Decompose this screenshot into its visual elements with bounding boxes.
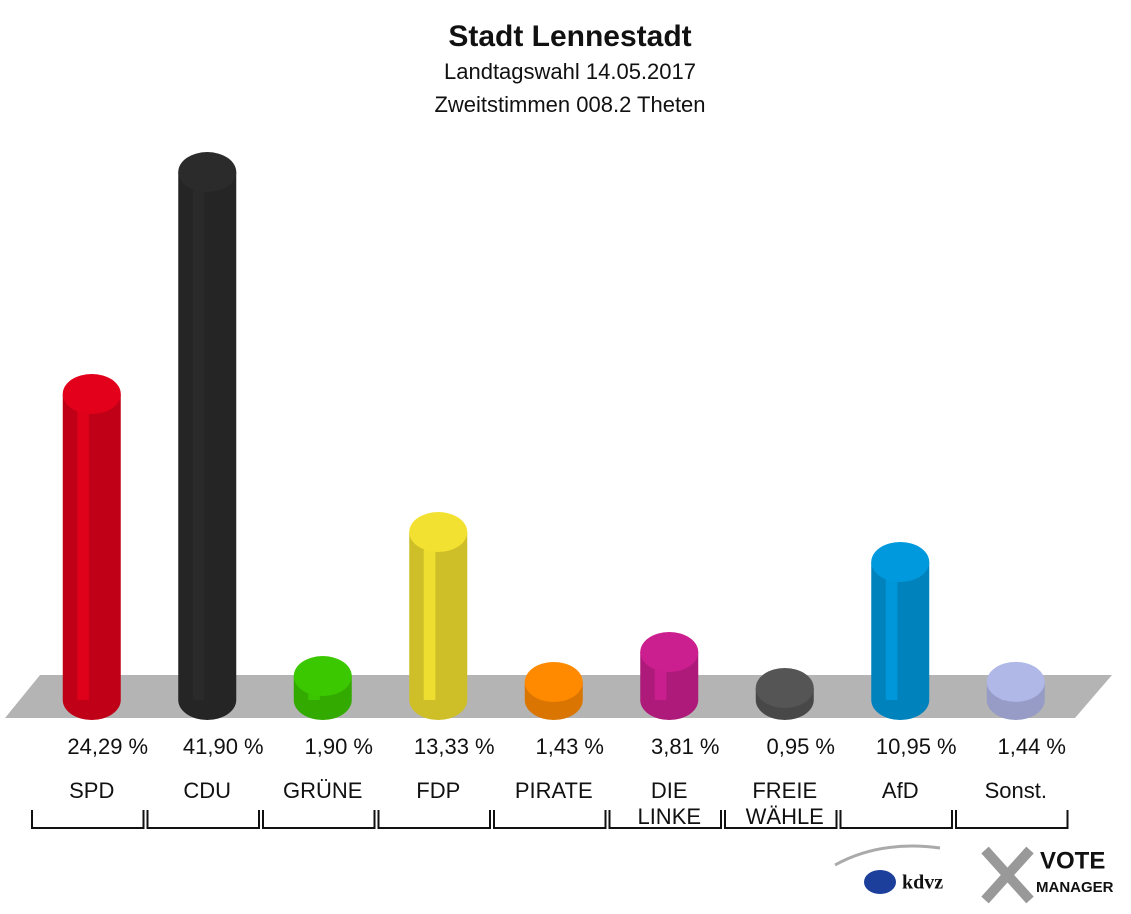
bar-highlight: [192, 172, 205, 700]
bracket: [955, 810, 1069, 829]
bar-highlight: [77, 393, 89, 700]
chart-title: Stadt Lennestadt: [448, 20, 691, 53]
bar-highlight: [885, 562, 898, 700]
chart-subtitle: Zweitstimmen 008.2 Theten: [434, 92, 705, 117]
x-tick-label: FDP: [416, 778, 460, 803]
chart-subtitle: Landtagswahl 14.05.2017: [444, 59, 696, 84]
logo-swoosh: [834, 844, 941, 867]
x-tick-label: PIRATE: [515, 778, 593, 803]
bar-top: [62, 373, 121, 414]
value-label: 13,33 %: [414, 734, 495, 759]
bar-top: [178, 152, 237, 193]
bar-top: [293, 656, 352, 697]
value-label: 1,44 %: [998, 734, 1067, 759]
bar: [409, 532, 468, 720]
x-tick-label: SPD: [69, 778, 114, 803]
logo-ball: [864, 870, 896, 894]
x-tick-label: GRÜNE: [283, 778, 362, 803]
bar-top: [986, 661, 1045, 702]
bar-top: [871, 542, 930, 583]
x-tick-label: DIE LINKE: [637, 778, 701, 829]
bar: [871, 562, 930, 720]
bar-top: [640, 631, 699, 672]
bracket: [608, 810, 722, 829]
x-tick-label: CDU: [183, 778, 231, 803]
bar: [178, 172, 237, 720]
bar-highlight: [654, 651, 667, 700]
bar-top: [755, 668, 814, 709]
value-label: 3,81 %: [651, 734, 720, 759]
bracket: [377, 810, 491, 829]
value-label: 41,90 %: [183, 734, 264, 759]
bars: [62, 152, 1045, 720]
x-tick-label: Sonst.: [985, 778, 1047, 803]
value-label: 1,90 %: [305, 734, 374, 759]
value-label: 1,43 %: [536, 734, 605, 759]
value-label: 10,95 %: [876, 734, 957, 759]
bar-highlight: [423, 532, 436, 700]
value-label: 0,95 %: [767, 734, 836, 759]
bracket: [493, 810, 607, 829]
x-tick-label: AfD: [882, 778, 919, 803]
bracket: [146, 810, 260, 829]
bar-top: [524, 661, 583, 702]
bar-top: [409, 512, 468, 553]
logo: kdvz VOTE MANAGER: [834, 844, 1114, 904]
bracket: [262, 810, 376, 829]
bracket: [724, 810, 838, 829]
x-tick-label: FREIE WÄHLE: [746, 778, 824, 829]
logo-text: kdvz: [902, 872, 943, 894]
bracket: [839, 810, 953, 829]
value-label: 24,29 %: [67, 734, 148, 759]
logo-text: VOTE: [1040, 847, 1105, 874]
logo-x: [981, 846, 1034, 904]
logo-text: MANAGER: [1036, 879, 1114, 896]
bar: [62, 393, 121, 720]
bracket: [31, 810, 145, 829]
